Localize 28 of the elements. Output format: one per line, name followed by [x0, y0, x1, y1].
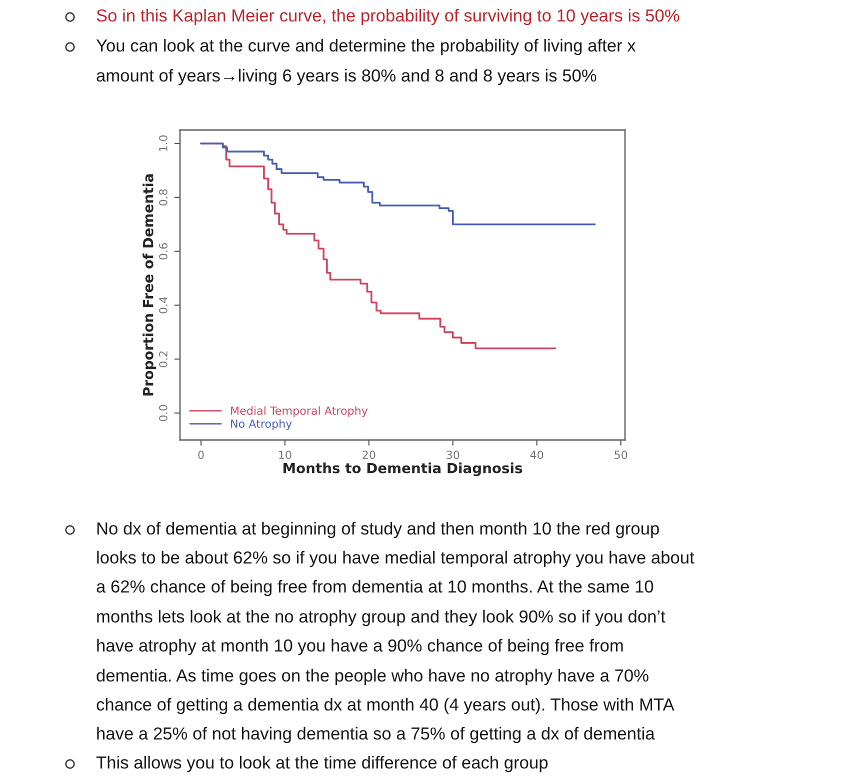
- text: have atrophy at month 10 you have a 90% chance of being free from: [97, 638, 623, 656]
- x-tick-label: 50: [614, 450, 628, 460]
- text: a 62% chance of being free from dementia at 10 months. At the same 10: [96, 580, 654, 596]
- x-tick-label: 30: [446, 450, 460, 460]
- legend-label: No Atrophy: [231, 419, 292, 430]
- x-tick-label: 40: [530, 450, 544, 460]
- text: have a 25% of not having dementia so a 75% of getting a dx of dementia: [97, 726, 655, 744]
- x-axis-title: Months to Dementia Diagnosis: [283, 462, 522, 476]
- text: You can look at the curve and determine the probability of living after x: [96, 38, 636, 56]
- y-tick-label: 1.0: [159, 135, 168, 152]
- legend-label: Medial Temporal Atrophy: [231, 406, 368, 418]
- y-tick-label: 0.0: [159, 404, 168, 422]
- x-tick-label: 0: [198, 450, 204, 460]
- text: No dx of dementia at beginning of study and then month 10 the red group: [97, 522, 659, 538]
- y-axis-title: Proportion Free of Dementia: [142, 174, 156, 396]
- text: This allows you to look at the time difference of each group: [96, 756, 548, 772]
- text: looks to be about 62% so if you have medial temporal atrophy you have about: [97, 550, 694, 568]
- x-tick-label: 20: [362, 450, 376, 460]
- y-tick-label: 0.6: [159, 243, 168, 260]
- x-tick-label: 10: [279, 450, 292, 460]
- y-tick-label: 0.4: [159, 297, 168, 314]
- text: chance of getting a dementia dx at month 40 (4 years out). Those with MTA: [96, 698, 674, 714]
- y-tick-label: 0.8: [159, 189, 168, 206]
- text: dementia. As time goes on the people who have no atrophy have a 70%: [96, 668, 648, 686]
- y-tick-label: 0.2: [159, 351, 168, 368]
- text: months lets look at the no atrophy group and they look 90% so if you don’t: [97, 610, 666, 626]
- text: amount of years→living 6 years is 80% and 8 and 8 years is 50%: [96, 68, 596, 86]
- text: So in this Kaplan Meier curve, the probability of surviving to 10 years is 50%: [96, 8, 680, 26]
